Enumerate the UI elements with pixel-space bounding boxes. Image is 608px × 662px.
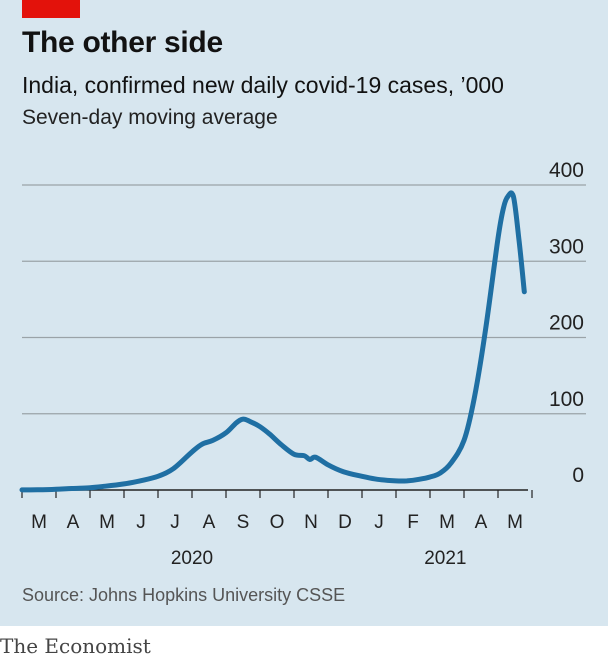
month-label: M	[439, 512, 455, 533]
month-label: O	[270, 512, 285, 533]
y-tick-label-400: 400	[549, 159, 584, 182]
brand-red-tag	[22, 0, 80, 18]
month-label: M	[31, 512, 47, 533]
brand-wordmark: The Economist	[0, 634, 151, 658]
chart-note: Seven-day moving average	[22, 106, 278, 129]
month-label: A	[475, 512, 488, 533]
y-tick-label-200: 200	[549, 312, 584, 335]
series-line	[19, 190, 527, 493]
month-label: D	[338, 512, 352, 533]
source-note: Source: Johns Hopkins University CSSE	[22, 585, 346, 605]
month-label: S	[237, 512, 250, 533]
month-label: F	[407, 512, 419, 533]
month-label: N	[304, 512, 318, 533]
y-tick-label-0: 0	[572, 464, 584, 487]
month-label: J	[136, 512, 146, 533]
year-label-2021: 2021	[424, 548, 466, 569]
month-label: M	[99, 512, 115, 533]
month-label: J	[374, 512, 384, 533]
chart-panel	[0, 0, 608, 626]
chart-subtitle: India, confirmed new daily covid-19 case…	[22, 72, 504, 98]
month-label: J	[170, 512, 180, 533]
month-label: A	[67, 512, 80, 533]
y-tick-label-300: 300	[549, 235, 584, 258]
month-label: A	[203, 512, 216, 533]
month-label: M	[507, 512, 523, 533]
chart-title: The other side	[22, 26, 223, 59]
year-label-2020: 2020	[171, 548, 213, 569]
y-tick-label-100: 100	[549, 388, 584, 411]
